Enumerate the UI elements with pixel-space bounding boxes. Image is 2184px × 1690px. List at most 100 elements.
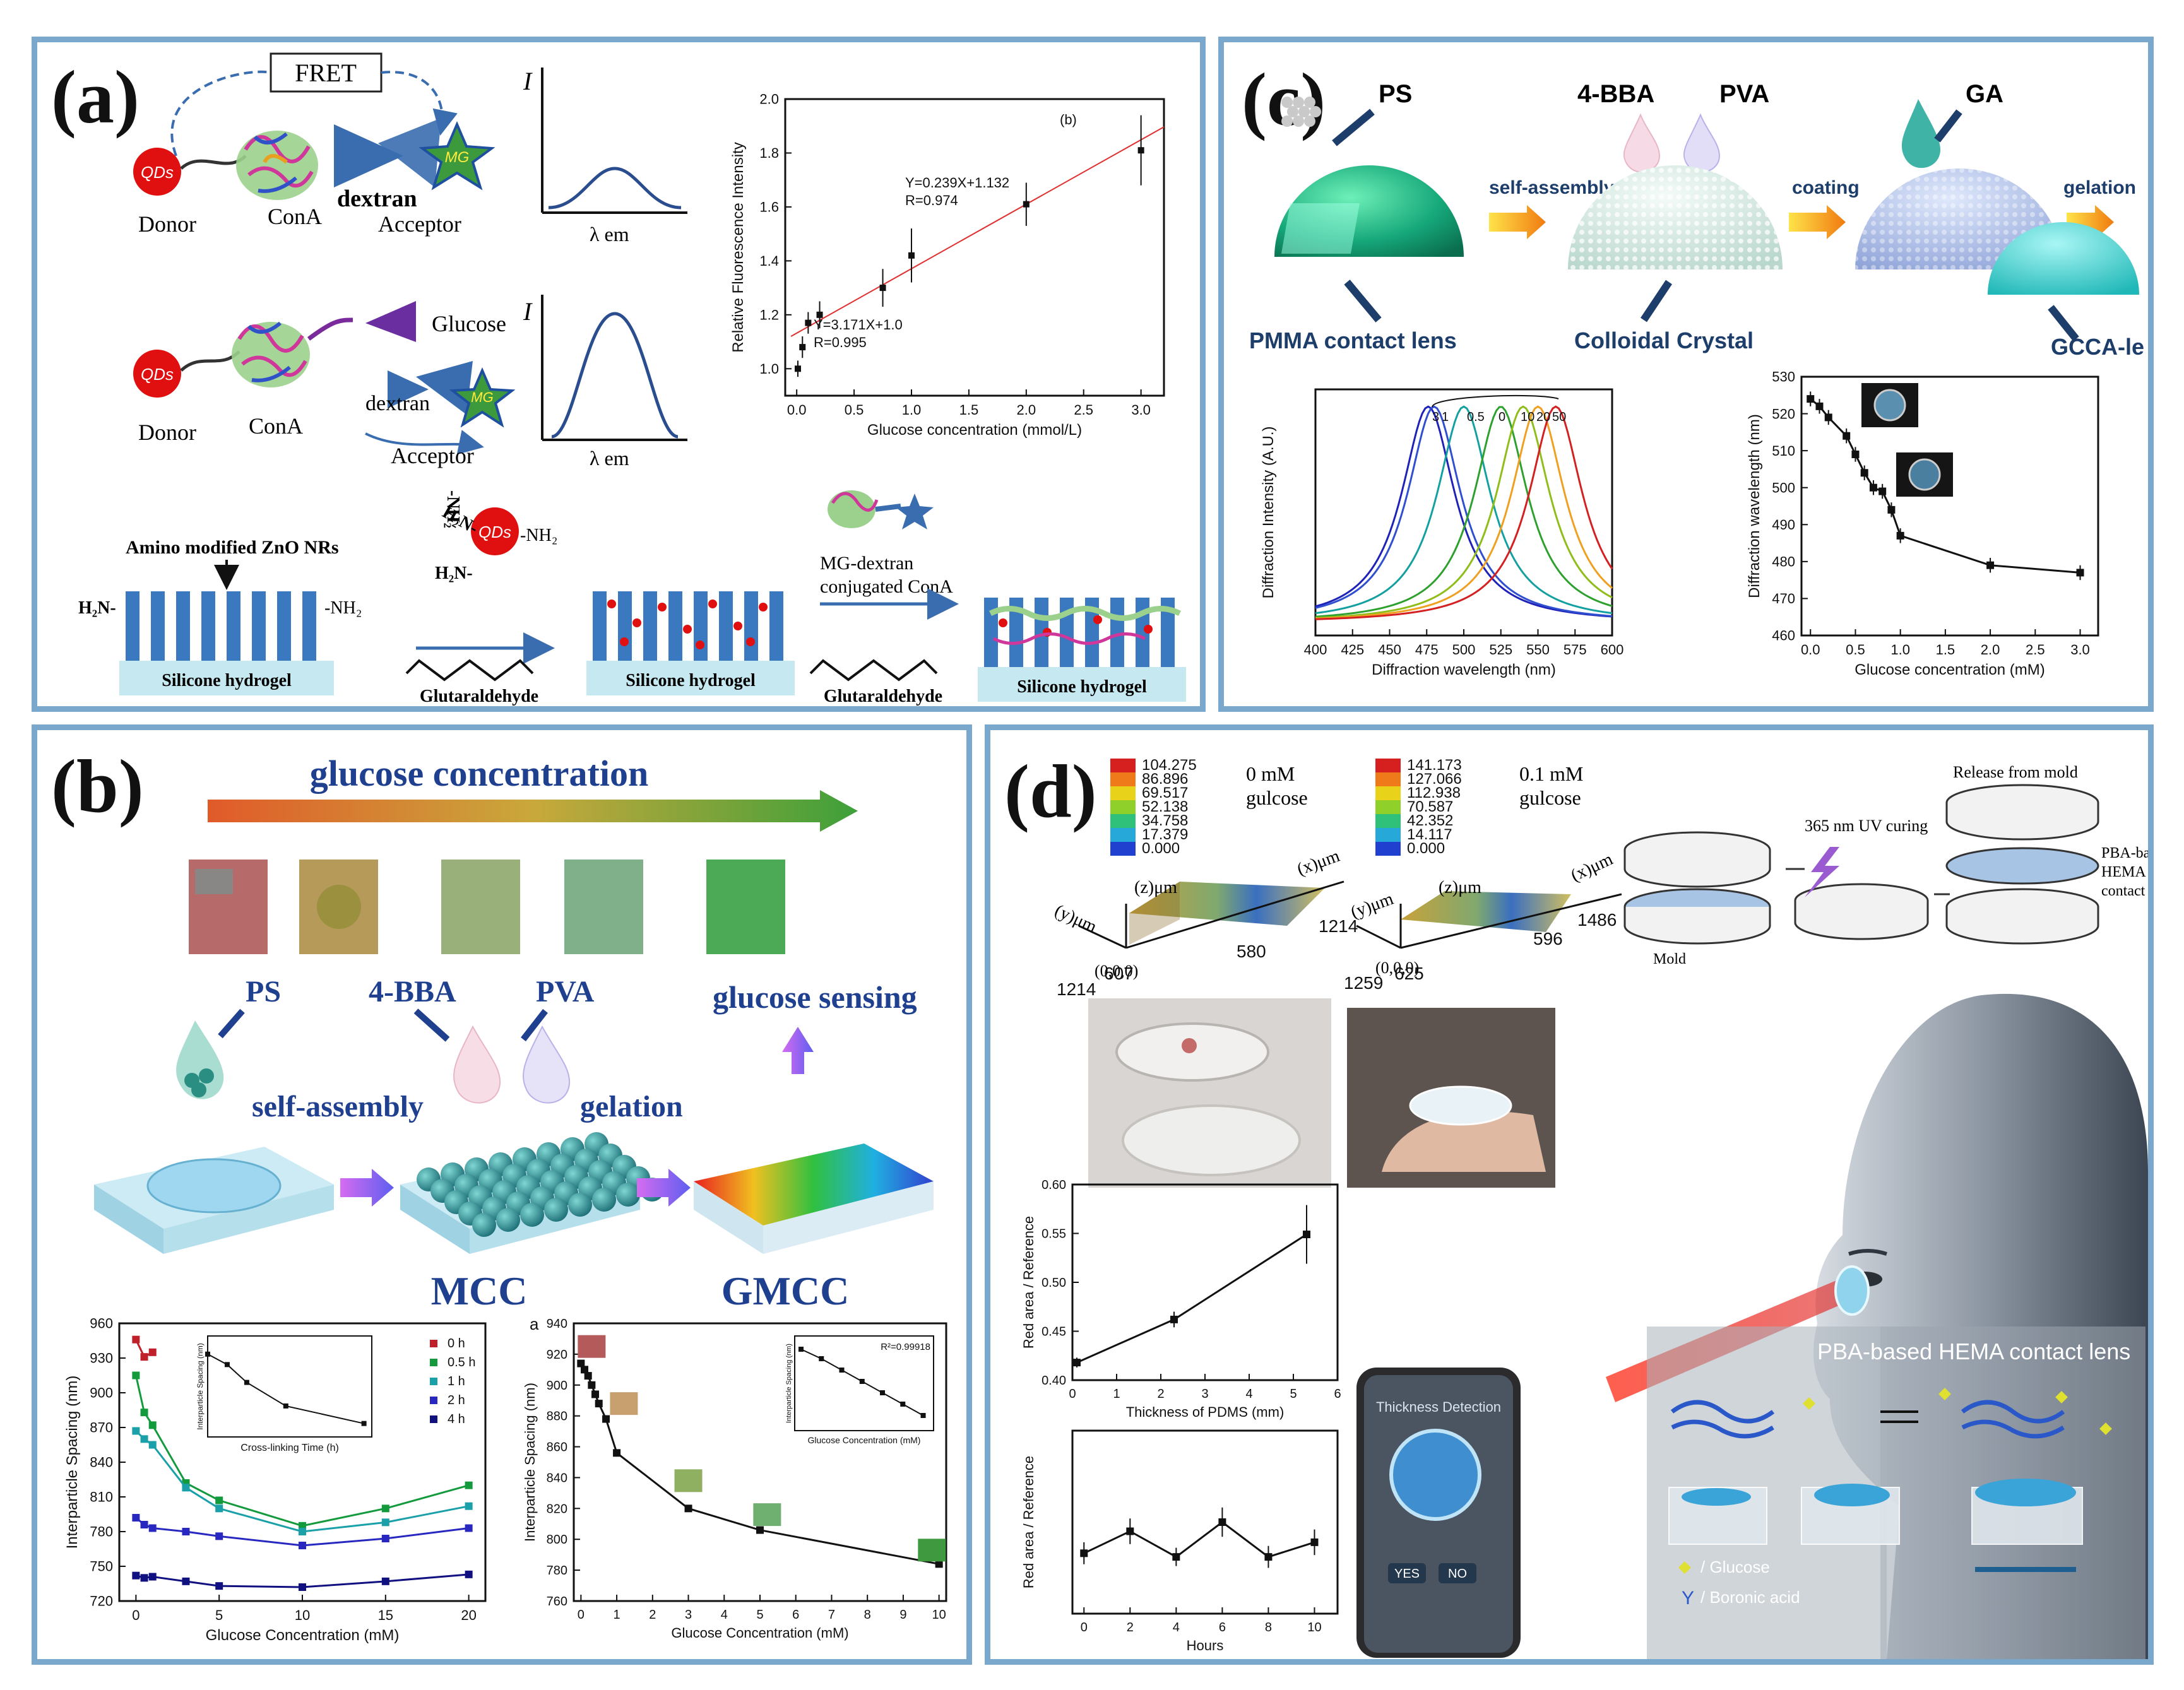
series-4-point [132,1571,140,1580]
qd-amine [471,507,519,555]
donor-label-2: Donor [138,420,196,445]
series-3-point [215,1532,223,1540]
glucose-triangle [365,301,416,342]
lens-photo-circle-1 [1873,389,1906,422]
cond-2a: 0.1 mM [1519,762,1583,785]
peak-label: 20 [1536,410,1550,424]
map1-tick: 607 [1104,964,1134,983]
chart-c-wavelength: 0.0 0.5 1.0 1.5 2.0 2.5 3.0 460 470 480 490 500 510 5… [1746,369,2099,678]
inset-point [819,1356,824,1361]
plot-frame [1800,375,2099,637]
scale2-value: 42.352 [1407,812,1453,829]
emission-graph-2: I λ em [523,295,687,470]
scale1-value: 0.000 [1142,840,1180,857]
x-tick-label: 575 [1564,642,1587,658]
y-tick-label: 960 [90,1316,113,1332]
spacing-point [581,1366,589,1374]
mg-dextran-label: MG-dextran [820,553,913,574]
donor-label-1: Donor [138,211,196,237]
spectrum-3 [1315,405,1613,618]
chart-tag: a [530,1315,539,1333]
svg-text:(y)μm: (y)μm [1052,901,1100,937]
pva-label-b: PVA [536,975,595,1008]
inset-ylabel: Interparticle Spacing (nm) [785,1344,793,1423]
wavelength-point [1851,451,1860,458]
swatch-5 [706,860,785,954]
x-tick-label: 0.0 [1801,642,1820,658]
x-tick-label: 550 [1526,642,1550,658]
mcc-sphere [520,1203,544,1227]
y-tick-label: 900 [90,1385,113,1401]
y-tick-label: 720 [90,1593,113,1609]
glutaraldehyde-label-1: Glutaraldehyde [420,687,538,706]
uv-bolt-icon [1805,847,1839,897]
thickness-point [1073,1359,1081,1367]
hours-point [1126,1527,1134,1535]
gmcc-label: GMCC [721,1268,850,1313]
x-tick-label: 2 [1127,1621,1134,1634]
hours-point [1080,1549,1088,1557]
panel-b-schematic: glucose concentration PS 4-BBA PVA gluco… [94,753,934,1313]
axes: 0.0 0.5 1.0 1.5 2.0 2.5 3.0 460 470 480 490 500 510 5… [1746,369,2099,678]
y-tick-label: 0.55 [1042,1227,1066,1241]
y-tick-label: 1.4 [759,253,779,269]
cond-2b: gulcose [1519,786,1581,809]
fret-box [270,52,383,93]
inset-point [205,1351,210,1357]
scale2-value: 127.066 [1407,771,1462,788]
y-axis-label: Interparticle Spacing (nm) [64,1376,81,1549]
arrow-b-1 [340,1169,394,1207]
mold-diagram [1623,784,2099,945]
legend-3: 2 h [448,1393,465,1407]
series-3-point [148,1524,157,1532]
ps-label: PS [1379,80,1412,108]
y-tick-label: 870 [90,1420,113,1436]
glucose-concentration-title: glucose concentration [310,753,648,794]
hours-point [1310,1538,1319,1546]
peak-label: 3 [1432,410,1439,424]
spectrum-20 [1315,405,1613,620]
inset-point [900,1402,906,1407]
y-axis-label: Relative Fluorescence Intensity [730,142,747,353]
conjugated-label: conjugated ConA [820,576,953,597]
svg-text:-NH₂: -NH₂ [324,598,362,618]
linker-1 [180,155,247,170]
gcca-lens: GCCA-lens [1988,222,2145,360]
x-tick-label: 2.0 [1981,642,2000,658]
svg-text:H₂N-: H₂N- [435,564,473,583]
plot-frame [1071,1183,1339,1381]
gcca-label: GCCA-lens [2051,334,2145,360]
x-tick-label: 5 [215,1607,223,1623]
wavelength-point [1986,561,1995,569]
legend-marker-3 [430,1397,437,1404]
y-tick-label: 0.40 [1042,1374,1066,1388]
thickness-point [1170,1315,1178,1323]
mcc-sphere [616,1183,640,1207]
pva-label-c: PVA [1719,80,1769,108]
coating-label: coating [1792,177,1860,198]
panel-d-label: (d) [1004,749,1097,833]
scale2-value: 0.000 [1407,840,1445,857]
inset-xlabel: Cross-linking Time (h) [240,1443,339,1453]
x-axis-label: Glucose Concentration (mM) [671,1625,848,1641]
x-tick-label: 475 [1415,642,1439,658]
x-tick-label: 3 [1201,1387,1208,1401]
qd-donor-1 [133,148,181,196]
series-1-point [132,1371,140,1380]
acceptor-label-2: Acceptor [391,443,474,468]
peak-label: 10 [1521,410,1534,424]
peak-arrow [1432,394,1559,408]
mg-star-1 [418,121,496,191]
axes: 0 1 2 3 4 5 6 7 8 9 10 760 780 800 820 840 860 880 900 920 9… [522,1317,947,1641]
x-tick-label: 0.5 [845,402,864,418]
uv-label: 365 nm UV curing [1805,817,1928,835]
x-tick-label: 7 [828,1608,835,1622]
series-2-point [465,1502,473,1510]
chart-d-hours: 0 2 4 6 8 10 Hours Red area / Reference [1021,1429,1339,1653]
ga-label: GA [1966,80,2003,108]
y-tick-label: 510 [1772,443,1795,459]
lens-photo-circle-2 [1908,458,1941,491]
boronic-legend-icon: Y [1682,1588,1694,1609]
inset-point [283,1403,288,1409]
